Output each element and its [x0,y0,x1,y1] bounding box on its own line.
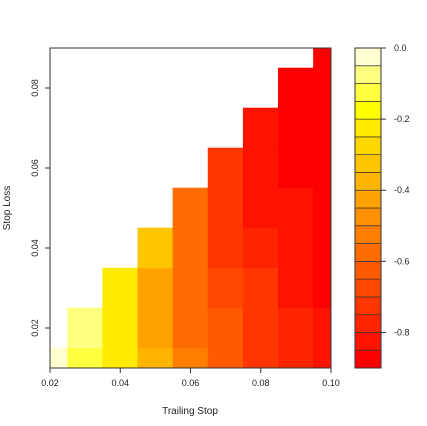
contour-cell [67,347,103,369]
contour-cell [67,307,103,349]
colorbar-tick-label: -0.8 [394,327,410,337]
contour-cell [207,347,244,369]
colorbar-tick-label: 0.0 [394,43,407,53]
colorbar-segment [354,314,382,333]
y-axis-label: Stop Loss [2,186,13,230]
colorbar-segment [354,278,382,298]
colorbar-segment [354,172,382,191]
colorbar-segment [354,136,382,156]
contour-cell [242,227,279,269]
contour-cell [313,187,332,229]
contour-cell [207,307,244,349]
contour-cell [278,347,314,369]
contour-cell [172,267,209,309]
contour-cell [172,227,209,269]
contour-cell [137,347,174,369]
y-tick-label: 0.06 [30,159,40,177]
contour-cell [278,307,314,349]
contour-cell [313,347,332,369]
contour-cell [242,187,279,229]
x-tick-label: 0.10 [322,378,340,388]
contour-cell [278,67,314,109]
contour-cell [49,347,68,369]
colorbar-frame [354,47,382,369]
contour-cell [137,227,174,269]
colorbar-segment [354,243,382,262]
x-axis: 0.02 0.04 0.06 0.08 0.10 [41,368,340,388]
colorbar-segment [354,225,382,244]
x-tick-label: 0.04 [111,378,129,388]
x-tick-label: 0.08 [252,378,270,388]
colorbar-tick-label: -0.6 [394,256,410,266]
colorbar-segment [354,83,382,102]
contour-cell [278,187,314,229]
contour-cell [207,187,244,229]
contour-cell [242,147,279,189]
colorbar-tick-label: -0.4 [394,185,410,195]
contour-plot-area [49,47,332,369]
colorbar-segment [354,154,382,173]
y-axis: 0.02 0.04 0.06 0.08 [30,79,50,337]
contour-cell [278,227,314,269]
colorbar-segment [354,47,382,67]
contour-cell [207,267,244,309]
contour-cell [242,267,279,309]
contour-cell [313,267,332,309]
contour-cell [278,147,314,189]
x-axis-label: Trailing Stop [162,406,218,417]
contour-cell [102,267,139,309]
contour-cell [102,347,139,369]
contour-cell [313,307,332,349]
y-tick-label: 0.08 [30,79,40,97]
colorbar-tick-label: -0.2 [394,114,410,124]
contour-cell [102,307,139,349]
contour-cell [207,227,244,269]
colorbar-segment [354,65,382,84]
contour-cell [313,47,332,69]
contour-cell [242,307,279,349]
colorbar-segment [354,349,382,369]
contour-cell [313,147,332,189]
contour-cell [278,107,314,149]
contour-cell [242,107,279,149]
colorbar-segment [354,189,382,209]
contour-cell [172,347,209,369]
contour-cell [242,347,279,369]
colorbar-segment [354,332,382,351]
contour-cell [278,267,314,309]
contour-cell [137,267,174,309]
x-tick-label: 0.02 [41,378,59,388]
contour-cell [313,67,332,109]
contour-cell [137,307,174,349]
contour-cell [172,307,209,349]
contour-cell [313,227,332,269]
contour-cell [313,107,332,149]
colorbar-segment [354,207,382,227]
colorbar-segment [354,100,382,120]
y-tick-label: 0.04 [30,239,40,257]
contour-cell [207,147,244,189]
colorbar-segment [354,260,382,280]
y-tick-label: 0.02 [30,319,40,337]
colorbar-segment [354,296,382,316]
contour-cell [172,187,209,229]
x-tick-label: 0.06 [182,378,200,388]
colorbar: 0.0 -0.2 -0.4 -0.6 -0.8 [354,43,410,369]
colorbar-segment [354,118,382,138]
